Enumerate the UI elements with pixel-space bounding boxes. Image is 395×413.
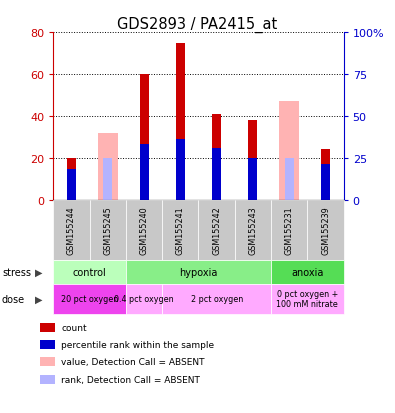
Text: percentile rank within the sample: percentile rank within the sample (61, 340, 214, 349)
Bar (103, 159, 112, 200)
Text: 0.4 pct oxygen: 0.4 pct oxygen (114, 294, 174, 304)
Text: GSM155243: GSM155243 (248, 206, 258, 254)
Text: hypoxia: hypoxia (179, 267, 218, 277)
Text: GSM155239: GSM155239 (321, 206, 330, 254)
Text: 0 pct oxygen +
100 mM nitrate: 0 pct oxygen + 100 mM nitrate (276, 290, 338, 309)
Text: GSM155241: GSM155241 (176, 206, 185, 254)
Bar (321, 168, 330, 173)
Bar (176, 140, 185, 200)
Text: GSM155244: GSM155244 (67, 206, 76, 254)
Bar (212, 114, 221, 200)
Text: 20 pct oxygen: 20 pct oxygen (61, 294, 118, 304)
Bar (67, 170, 76, 200)
Text: ▶: ▶ (35, 267, 42, 277)
Bar (321, 150, 330, 200)
Bar (321, 165, 330, 200)
Text: dose: dose (2, 294, 25, 304)
Bar (248, 158, 258, 200)
Bar (248, 161, 258, 166)
Text: GDS2893 / PA2415_at: GDS2893 / PA2415_at (117, 17, 278, 33)
Text: 2 pct oxygen: 2 pct oxygen (190, 294, 243, 304)
Bar (67, 173, 76, 178)
Bar (212, 114, 221, 200)
Bar (285, 159, 294, 200)
Bar (176, 43, 185, 200)
Text: control: control (73, 267, 107, 277)
Text: value, Detection Call = ABSENT: value, Detection Call = ABSENT (61, 358, 205, 366)
Bar (67, 159, 76, 200)
Bar (321, 150, 330, 200)
Text: count: count (61, 323, 87, 332)
Bar (248, 121, 258, 200)
Text: GSM155231: GSM155231 (285, 206, 294, 254)
Text: stress: stress (2, 267, 31, 277)
Bar (212, 151, 221, 156)
Text: anoxia: anoxia (291, 267, 324, 277)
Bar (139, 75, 149, 200)
Text: GSM155240: GSM155240 (139, 206, 149, 254)
Text: GSM155245: GSM155245 (103, 206, 112, 254)
Bar (67, 159, 76, 200)
Bar (98, 133, 118, 200)
Bar (212, 148, 221, 200)
Bar (176, 142, 185, 148)
Bar (176, 43, 185, 200)
Text: rank, Detection Call = ABSENT: rank, Detection Call = ABSENT (61, 375, 200, 384)
Bar (248, 121, 258, 200)
Text: GSM155242: GSM155242 (212, 206, 221, 254)
Bar (139, 75, 149, 200)
Text: ▶: ▶ (35, 294, 42, 304)
Bar (139, 147, 149, 153)
Bar (279, 102, 299, 200)
Bar (139, 145, 149, 200)
